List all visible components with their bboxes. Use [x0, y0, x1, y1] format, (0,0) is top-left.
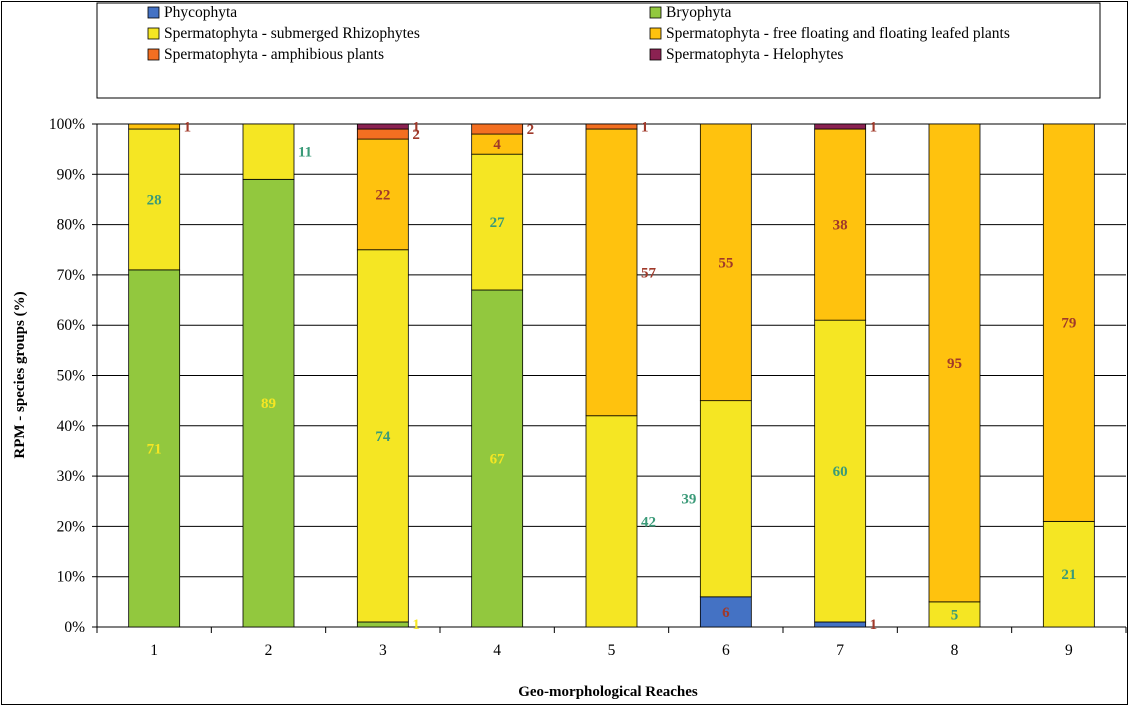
y-tick-label: 90% [57, 166, 86, 183]
legend-swatch [147, 6, 160, 19]
bar-segment [356, 128, 409, 140]
bar-segment [1042, 123, 1095, 522]
data-label: 2 [527, 122, 535, 138]
y-tick-label: 30% [57, 468, 86, 485]
bar-segment [814, 319, 867, 623]
bar-segment [699, 123, 752, 402]
bar-segment [471, 123, 524, 135]
x-tick-label: 5 [608, 642, 616, 659]
legend-swatch [649, 27, 662, 40]
y-tick-label: 10% [57, 569, 86, 586]
legend-swatch [649, 48, 662, 61]
legend-swatch [147, 27, 160, 40]
legend-label: Spermatophyta - submerged Rhizophytes [164, 25, 420, 42]
x-tick-label: 8 [951, 642, 959, 659]
x-axis-title: Geo-morphological Reaches [518, 684, 698, 700]
bar-segment [356, 249, 409, 623]
bar-segment [242, 123, 295, 180]
legend: Phycophyta Bryophyta Spermatophyta - subme… [96, 2, 1101, 99]
y-tick-label: 40% [57, 418, 86, 435]
x-tick-label: 6 [722, 642, 730, 659]
legend-label: Bryophyta [666, 4, 732, 21]
data-label: 5 [951, 607, 959, 623]
data-label: 21 [1061, 567, 1076, 583]
bar-segment [128, 128, 181, 271]
x-tick-label: 3 [379, 642, 387, 659]
bar-segment [128, 123, 181, 130]
data-label: 1 [412, 617, 420, 633]
bar-segment [242, 178, 295, 628]
data-label: 11 [298, 145, 312, 161]
data-label: 60 [833, 464, 848, 480]
legend-label: Spermatophyta - Helophytes [666, 46, 843, 63]
y-tick-label: 60% [57, 317, 86, 334]
y-tick-label: 70% [57, 267, 86, 284]
bar-segment [128, 269, 181, 628]
bar-segment [814, 123, 867, 130]
legend-label: Phycophyta [164, 4, 237, 21]
data-label: 27 [490, 215, 506, 231]
x-tick-label: 2 [265, 642, 273, 659]
bar-segment [356, 123, 409, 130]
data-label: 38 [833, 218, 848, 234]
data-label: 1 [870, 120, 878, 136]
data-label: 1 [870, 617, 878, 633]
bar-segment [471, 153, 524, 291]
data-label: 1 [641, 120, 649, 136]
data-label: 55 [718, 255, 733, 271]
legend-swatch [649, 6, 662, 19]
data-label: 79 [1061, 316, 1076, 332]
y-tick-label: 80% [57, 217, 86, 234]
data-label: 89 [261, 396, 276, 412]
y-axis-title: RPM - species groups (%) [12, 291, 28, 458]
data-label: 1 [184, 120, 192, 136]
legend-item: Spermatophyta - submerged Rhizophytes [147, 25, 420, 42]
data-label: 22 [375, 187, 390, 203]
legend-box [96, 2, 1101, 99]
plot-area: 0%10%20%30%40%50%60%70%80%90%100%1 2 3 4 5 6 7… [49, 116, 1127, 659]
bar-segment [1042, 520, 1095, 628]
x-tick-label: 4 [493, 642, 501, 659]
data-label: 39 [681, 492, 696, 508]
data-label: 2 [412, 127, 420, 143]
x-tick-label: 9 [1065, 642, 1073, 659]
data-label: 1 [412, 120, 420, 136]
data-label: 6 [722, 605, 730, 621]
legend-item: Bryophyta [649, 4, 732, 21]
data-label: 42 [641, 514, 656, 530]
data-label: 28 [147, 192, 162, 208]
bar-segment [585, 415, 638, 628]
bar-segment [699, 400, 752, 598]
y-tick-label: 20% [57, 518, 86, 535]
bar-segment [471, 289, 524, 628]
x-tick-label: 1 [150, 642, 158, 659]
bar-segment [699, 596, 752, 628]
y-tick-label: 50% [57, 368, 86, 385]
data-label: 71 [147, 441, 162, 457]
y-tick-label: 100% [49, 116, 85, 133]
bar-segment [814, 128, 867, 321]
bar-segment [585, 128, 638, 417]
legend-item: Spermatophyta - free floating and floati… [649, 25, 1010, 42]
data-label: 4 [493, 137, 501, 153]
bar-segment [928, 123, 981, 603]
x-tick-label: 7 [836, 642, 844, 659]
data-label: 95 [947, 356, 962, 372]
data-label: 74 [375, 429, 391, 445]
bar-segment [356, 621, 409, 628]
legend-swatch [147, 48, 160, 61]
legend-item: Spermatophyta - amphibious plants [147, 46, 384, 63]
data-label: 67 [490, 451, 506, 467]
y-tick-label: 0% [64, 619, 85, 636]
data-label: 57 [641, 265, 657, 281]
legend-label: Spermatophyta - amphibious plants [164, 46, 384, 63]
bar-segment [585, 123, 638, 130]
legend-item: Spermatophyta - Helophytes [649, 46, 843, 63]
bar-segment [928, 601, 981, 628]
legend-item: Phycophyta [147, 4, 237, 21]
legend-label: Spermatophyta - free floating and floati… [666, 25, 1010, 42]
bar-segment [814, 621, 867, 628]
